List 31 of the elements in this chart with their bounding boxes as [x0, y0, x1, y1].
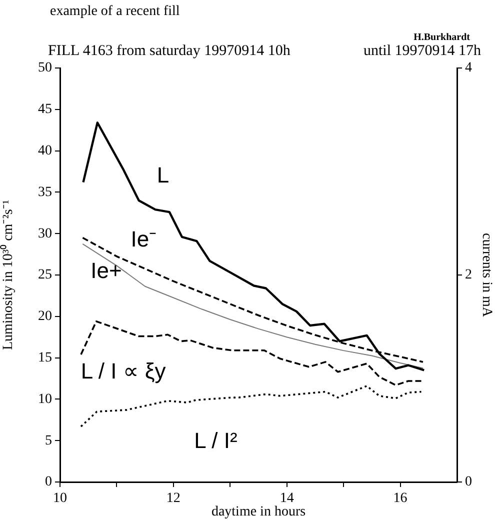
y-tick-label: 20: [38, 309, 52, 324]
y-tick-label: 45: [38, 102, 52, 118]
x-axis-title: daytime in hours: [211, 504, 306, 520]
y2-tick-label: 4: [465, 60, 472, 76]
y2-tick-label: 2: [465, 268, 472, 283]
y-axis-title: Luminosity in 10³⁰ cm⁻²s⁻¹: [0, 200, 16, 350]
chart-title: example of a recent fill: [50, 4, 180, 20]
series-label: L / I²: [194, 428, 238, 454]
y-tick-label: 40: [38, 143, 52, 158]
y-tick-label: 30: [38, 226, 52, 242]
y-tick-label: 5: [45, 433, 52, 448]
y-tick-label: 15: [38, 350, 52, 366]
x-tick-label: 16: [393, 491, 408, 506]
y2-tick-label: 0: [465, 474, 472, 490]
text: until 19970914 17h: [363, 43, 481, 60]
y-tick-label: 10: [38, 392, 52, 407]
text: H.Burkhardt: [414, 32, 470, 43]
y-tick-label: 50: [38, 60, 52, 76]
y-tick-label: 25: [38, 268, 52, 283]
y2-axis-title: currents in mA: [478, 233, 494, 318]
line-series: [80, 385, 422, 428]
series-label: Ie⁻: [130, 226, 156, 252]
chart-subtitle: FILL 4163 from saturday 19970914 10h: [48, 43, 290, 60]
series-label: L: [156, 162, 170, 188]
y-tick-label: 35: [38, 184, 52, 200]
series-label: Ie+: [90, 258, 122, 284]
y-tick-label: 0: [45, 474, 52, 490]
series-label: L / I ∝ ξy: [80, 358, 166, 384]
x-tick-label: 12: [166, 491, 180, 506]
x-tick-label: 14: [280, 491, 294, 506]
line-series: [80, 320, 422, 386]
